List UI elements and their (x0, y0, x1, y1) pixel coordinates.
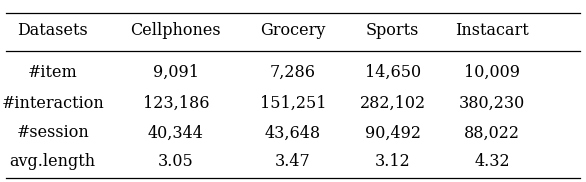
Text: Cellphones: Cellphones (131, 22, 221, 39)
Text: 4.32: 4.32 (475, 153, 510, 171)
Text: 40,344: 40,344 (148, 124, 204, 141)
Text: 7,286: 7,286 (270, 64, 316, 81)
Text: Grocery: Grocery (260, 22, 326, 39)
Text: 123,186: 123,186 (142, 95, 209, 112)
Text: 3.47: 3.47 (275, 153, 311, 171)
Text: 3.05: 3.05 (158, 153, 194, 171)
Text: 10,009: 10,009 (464, 64, 520, 81)
Text: 380,230: 380,230 (459, 95, 526, 112)
Text: Datasets: Datasets (18, 22, 88, 39)
Text: Instacart: Instacart (455, 22, 529, 39)
Text: 88,022: 88,022 (464, 124, 520, 141)
Text: 9,091: 9,091 (153, 64, 199, 81)
Text: 3.12: 3.12 (374, 153, 411, 171)
Text: 14,650: 14,650 (364, 64, 421, 81)
Text: 43,648: 43,648 (265, 124, 321, 141)
Text: 151,251: 151,251 (260, 95, 326, 112)
Text: #interaction: #interaction (1, 95, 104, 112)
Text: #session: #session (16, 124, 89, 141)
Text: 282,102: 282,102 (360, 95, 425, 112)
Text: #item: #item (28, 64, 77, 81)
Text: 90,492: 90,492 (364, 124, 421, 141)
Text: avg.length: avg.length (10, 153, 96, 171)
Text: Sports: Sports (366, 22, 420, 39)
